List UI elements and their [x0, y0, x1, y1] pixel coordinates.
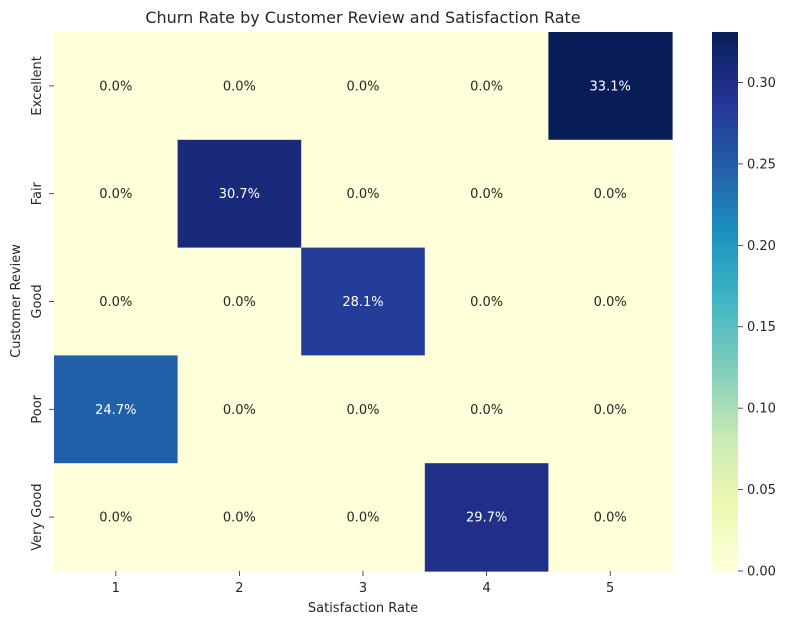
heatmap-cell — [177, 32, 302, 141]
cell-value-label: 0.0% — [470, 187, 503, 202]
heatmap-cell — [54, 355, 179, 464]
cell-value-label: 0.0% — [99, 187, 132, 202]
cell-value-label: 33.1% — [590, 79, 631, 94]
heatmap-cell — [424, 139, 549, 249]
cell-value-label: 0.0% — [470, 403, 503, 418]
cell-value-label: 0.0% — [346, 79, 379, 94]
x-tick-label: 5 — [606, 581, 614, 596]
x-tick-label: 4 — [482, 581, 490, 596]
cell-value-label: 24.7% — [95, 403, 136, 418]
colorbar-tick-label: 0.00 — [747, 565, 776, 580]
colorbar-tick-label: 0.10 — [747, 402, 776, 417]
x-tick-label: 1 — [112, 581, 120, 596]
x-axis: 1 2 3 4 5 — [112, 571, 614, 596]
heatmap-cell — [548, 247, 673, 356]
cell-value-label: 0.0% — [99, 295, 132, 310]
heatmap-cell — [54, 463, 179, 572]
cell-value-label: 0.0% — [223, 79, 256, 94]
y-axis: Excellent Fair Good Poor Very Good — [30, 56, 54, 551]
cell-value-label: 28.1% — [342, 295, 383, 310]
heatmap-cell — [548, 355, 673, 464]
cell-value-label: 0.0% — [346, 187, 379, 202]
heatmap-cell — [177, 355, 302, 464]
y-tick-label: Excellent — [30, 56, 45, 115]
heatmap-cell — [424, 32, 549, 141]
cell-value-label: 0.0% — [223, 403, 256, 418]
heatmap-cell — [301, 139, 426, 249]
y-tick-label: Very Good — [30, 483, 45, 550]
colorbar: 0.00 0.05 0.10 0.15 0.20 0.25 0.30 — [712, 32, 776, 580]
heatmap-cell — [301, 32, 426, 141]
cell-value-label: 0.0% — [594, 403, 627, 418]
x-tick-label: 3 — [359, 581, 367, 596]
heatmap-cell — [424, 463, 549, 572]
heatmap-cell — [424, 355, 549, 464]
colorbar-tick-label: 0.20 — [747, 239, 776, 254]
x-axis-label: Satisfaction Rate — [308, 601, 418, 616]
cell-value-label: 0.0% — [223, 511, 256, 526]
heatmap-cell — [548, 463, 673, 572]
cell-value-label: 30.7% — [219, 187, 260, 202]
colorbar-tick-label: 0.05 — [747, 483, 776, 498]
colorbar-tick-label: 0.25 — [747, 157, 776, 172]
y-axis-label: Customer Review — [9, 244, 24, 358]
heatmap-cell — [301, 463, 426, 572]
cell-value-label: 0.0% — [470, 79, 503, 94]
cell-value-label: 0.0% — [594, 187, 627, 202]
cell-value-label: 0.0% — [99, 79, 132, 94]
heatmap-cell — [548, 139, 673, 249]
colorbar-tick-label: 0.30 — [747, 76, 776, 91]
heatmap-cell — [548, 32, 673, 141]
cell-value-label: 0.0% — [594, 295, 627, 310]
heatmap-cell — [301, 247, 426, 356]
cell-value-label: 29.7% — [466, 511, 507, 526]
heatmap-cell — [54, 32, 179, 141]
cell-value-label: 0.0% — [223, 295, 256, 310]
y-tick-label: Good — [30, 284, 45, 318]
heatmap-cell — [54, 247, 179, 356]
heatmap-cell — [301, 355, 426, 464]
chart-title: Churn Rate by Customer Review and Satisf… — [145, 8, 580, 27]
heatmap-cell — [424, 247, 549, 356]
y-tick-label: Fair — [30, 181, 45, 205]
heatmap-cells — [54, 32, 673, 572]
heatmap-cell — [177, 463, 302, 572]
cell-value-label: 0.0% — [594, 511, 627, 526]
heatmap-cell — [177, 139, 302, 249]
heatmap-cell — [177, 247, 302, 356]
cell-value-label: 0.0% — [99, 511, 132, 526]
colorbar-gradient — [712, 32, 738, 571]
y-tick-label: Poor — [30, 394, 45, 423]
heatmap-cell — [54, 139, 179, 249]
cell-value-label: 0.0% — [346, 403, 379, 418]
heatmap-cell-labels: 0.0% 0.0% 0.0% 0.0% 33.1% 0.0% 30.7% 0.0% 0.0% 0.… — [95, 79, 631, 525]
x-tick-label: 2 — [235, 581, 243, 596]
cell-value-label: 0.0% — [470, 295, 503, 310]
cell-value-label: 0.0% — [346, 511, 379, 526]
colorbar-tick-label: 0.15 — [747, 320, 776, 335]
